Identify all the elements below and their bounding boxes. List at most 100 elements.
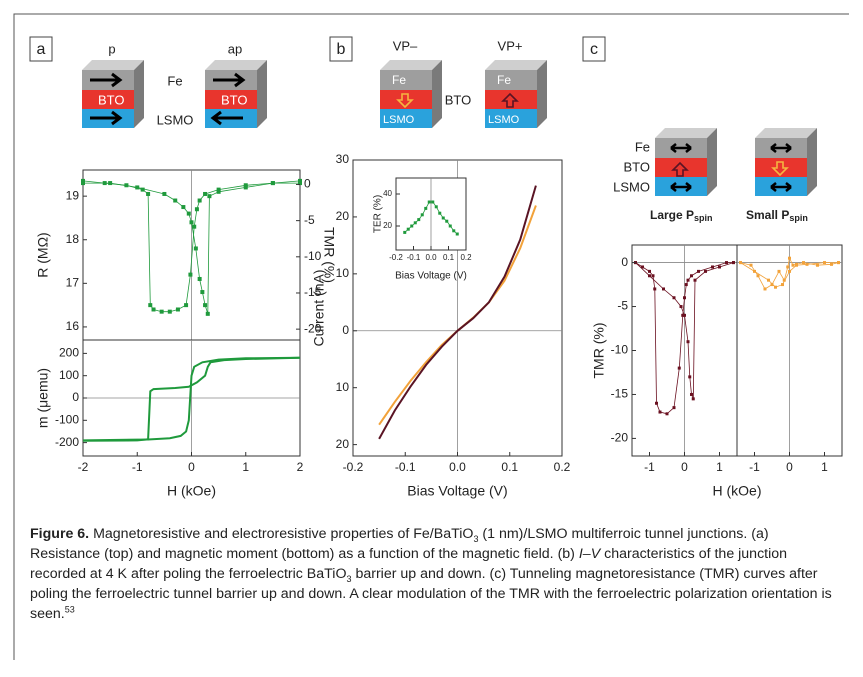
- diagram-label: VP+: [498, 38, 523, 53]
- data-point: [205, 311, 210, 316]
- data-point: [651, 274, 655, 278]
- data-point: [770, 283, 774, 287]
- x-tick-label: 0.0: [449, 460, 466, 474]
- data-point: [739, 261, 742, 265]
- y-axis-label: TMR (%): [591, 323, 607, 379]
- panel-box: [29, 36, 53, 62]
- data-point: [181, 205, 186, 210]
- data-point: [427, 200, 431, 204]
- data-point: [403, 230, 407, 234]
- y2-tick-label: -10: [304, 249, 322, 263]
- data-point: [823, 261, 826, 265]
- data-point: [802, 261, 805, 265]
- data-point: [441, 216, 445, 220]
- y2-axis-label: TMR (%): [321, 227, 337, 283]
- data-point: [786, 265, 790, 269]
- x-tick-label: -1: [132, 460, 143, 474]
- data-point: [788, 269, 791, 273]
- caption: Figure 6. Magnetoresistive and electrore…: [30, 524, 835, 624]
- data-point: [697, 269, 700, 273]
- data-point: [795, 263, 798, 267]
- y-tick-label: 17: [66, 276, 80, 290]
- y-tick-label: 0: [342, 323, 349, 337]
- data-point: [648, 274, 651, 278]
- data-point: [732, 261, 735, 265]
- data-point: [691, 397, 695, 401]
- x-tick-label: -0.1: [407, 253, 421, 262]
- x-tick-label: 0.0: [425, 253, 437, 262]
- data-point: [108, 181, 113, 186]
- data-point: [683, 313, 686, 317]
- x-tick-label: 1: [242, 460, 249, 474]
- data-point: [167, 309, 172, 314]
- layer-label: LSMO: [488, 114, 520, 126]
- data-point: [690, 392, 693, 396]
- y-tick-label: -15: [611, 387, 629, 401]
- y-tick-label: -20: [611, 431, 629, 445]
- y-tick-label: -200: [55, 435, 79, 449]
- x-tick-label: 0: [681, 460, 688, 474]
- data-point: [830, 262, 833, 266]
- data-point: [189, 220, 194, 225]
- data-point: [690, 274, 693, 278]
- layer-label: LSMO: [613, 179, 650, 194]
- data-point: [151, 307, 156, 312]
- data-point: [243, 183, 248, 188]
- data-point: [135, 185, 140, 190]
- y-tick-label: -10: [611, 343, 629, 357]
- data-point: [146, 191, 151, 196]
- data-point: [431, 200, 435, 204]
- data-point: [270, 181, 275, 186]
- layer-label: LSMO: [157, 112, 194, 127]
- layer-label: BTO: [445, 92, 472, 107]
- data-point: [805, 262, 809, 266]
- y-tick-label: 30: [336, 152, 350, 166]
- x-tick-label: 0: [786, 460, 793, 474]
- data-point: [173, 198, 178, 203]
- data-point: [162, 191, 167, 196]
- caption-ref: 53: [64, 604, 75, 615]
- series-line: [82, 356, 301, 442]
- data-point: [774, 285, 777, 289]
- data-point: [677, 366, 681, 370]
- y-tick-label: 18: [66, 232, 80, 246]
- data-point: [175, 307, 180, 312]
- data-point: [767, 278, 770, 282]
- data-point: [655, 401, 658, 405]
- y2-tick-label: -20: [304, 321, 322, 335]
- panel-letter: c: [590, 41, 598, 58]
- y-tick-label: 40: [383, 189, 392, 198]
- data-point: [725, 261, 728, 265]
- data-point: [186, 211, 191, 216]
- data-point: [681, 313, 685, 317]
- data-point: [148, 303, 153, 308]
- data-point: [782, 278, 786, 282]
- x-tick-label: 0.2: [460, 253, 472, 262]
- x-tick-label: 1: [821, 460, 828, 474]
- x-axis-label: Bias Voltage (V): [407, 483, 507, 499]
- data-point: [200, 290, 205, 295]
- data-point: [445, 219, 449, 223]
- y-tick-label: 20: [336, 437, 350, 451]
- data-point: [188, 272, 193, 277]
- data-point: [434, 205, 438, 209]
- data-point: [672, 406, 676, 410]
- y-tick-label: -100: [55, 412, 79, 426]
- series-line: [404, 201, 458, 235]
- data-point: [686, 278, 690, 282]
- layer-label: BTO: [98, 92, 125, 107]
- data-point: [688, 375, 692, 379]
- data-point: [777, 269, 781, 273]
- data-point: [448, 224, 452, 228]
- label-main: Small P: [746, 208, 789, 222]
- panel-box: [329, 36, 353, 62]
- label-main: Large P: [650, 208, 694, 222]
- data-point: [417, 218, 421, 222]
- y-axis-label: Current (nA): [311, 269, 327, 346]
- x-tick-label: -0.2: [389, 253, 403, 262]
- data-point: [140, 187, 145, 192]
- data-point: [203, 191, 208, 196]
- caption-italic: I–V: [578, 546, 601, 562]
- label-sub: spin: [694, 213, 713, 223]
